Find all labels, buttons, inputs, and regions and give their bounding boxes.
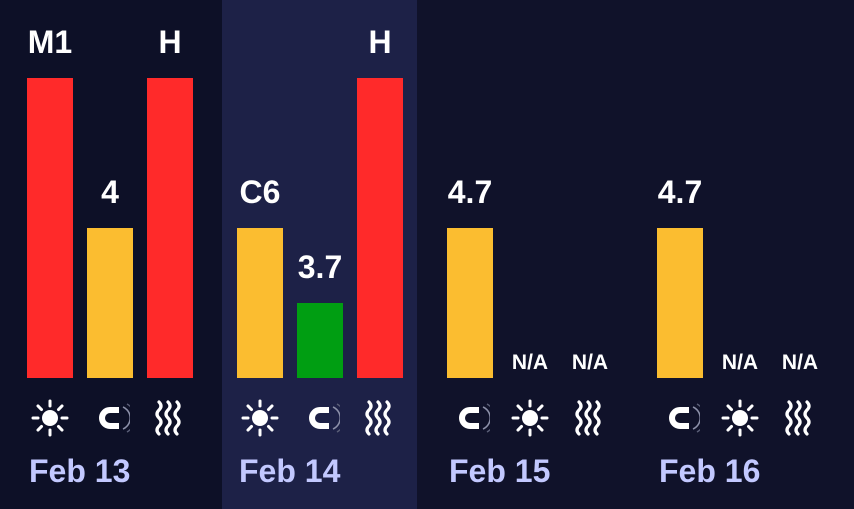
bar-value-label: N/A [571, 351, 609, 374]
magnet-icon [660, 398, 706, 438]
radiation-icon [570, 398, 610, 438]
date-label: Feb 14 [239, 453, 341, 489]
magnet-icon [300, 398, 346, 438]
bar-feb-13-radiation [147, 78, 193, 378]
bar-value-label: 4.7 [447, 174, 493, 210]
radiation-icon [360, 398, 400, 438]
sun-icon [240, 398, 280, 438]
date-label: Feb 15 [449, 453, 551, 489]
bar-feb-14-radiation [357, 78, 403, 378]
bar-feb-15-magnet [447, 228, 493, 378]
magnet-icon [450, 398, 496, 438]
bar-feb-13-sun [27, 78, 73, 378]
radiation-icon [150, 398, 190, 438]
bar-value-label: N/A [781, 351, 819, 374]
bar-value-label: N/A [721, 351, 759, 374]
bar-value-label: H [158, 24, 182, 60]
radiation-icon [780, 398, 820, 438]
date-label: Feb 16 [659, 453, 761, 489]
bar-value-label: M1 [27, 24, 73, 60]
bar-value-label: 4.7 [657, 174, 703, 210]
magnet-icon [90, 398, 136, 438]
bar-value-label: N/A [511, 351, 549, 374]
bar-feb-14-magnet [297, 303, 343, 378]
bar-feb-16-magnet [657, 228, 703, 378]
bar-feb-13-magnet [87, 228, 133, 378]
bar-value-label: 4 [101, 174, 119, 210]
bar-value-label: H [368, 24, 392, 60]
bar-value-label: 3.7 [297, 249, 343, 285]
sun-icon [510, 398, 550, 438]
sun-icon [720, 398, 760, 438]
date-label: Feb 13 [29, 453, 131, 489]
bar-value-label: C6 [239, 174, 281, 210]
bar-feb-14-sun [237, 228, 283, 378]
sun-icon [30, 398, 70, 438]
